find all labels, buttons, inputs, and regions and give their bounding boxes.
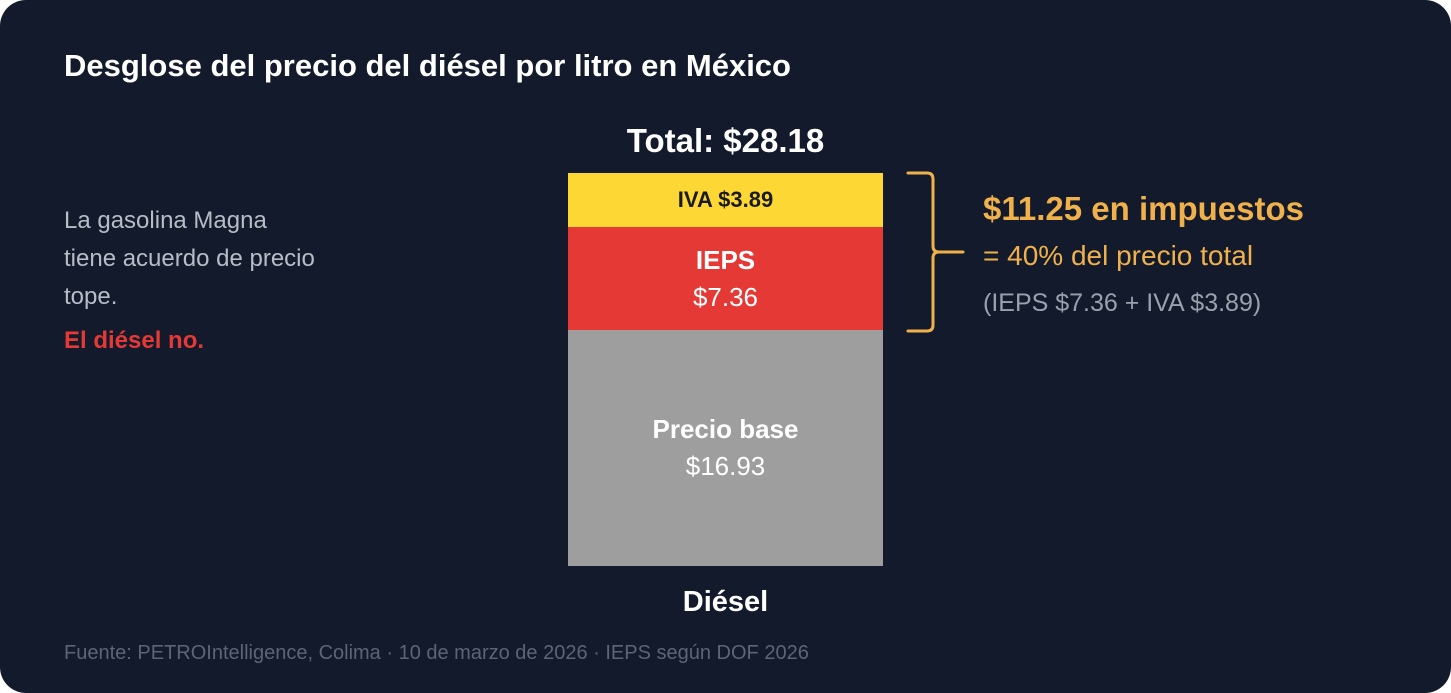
chart-title: Desglose del precio del diésel por litro…	[64, 48, 791, 83]
bar-segment-precio-base: Precio base $16.93	[568, 329, 883, 566]
source-note: Fuente: PETROIntelligence, Colima · 10 d…	[64, 642, 809, 664]
segment-value-ieps: $7.36	[692, 281, 759, 312]
magna-note: La gasolina Magna tiene acuerdo de preci…	[64, 207, 315, 310]
total-label: Total: $28.18	[626, 122, 825, 159]
tax-bracket	[906, 171, 965, 333]
diesel-alert: El diésel no.	[64, 327, 205, 354]
tax-percent: = 40% del precio total	[983, 240, 1254, 271]
segment-label-iva: IVA $3.89	[677, 187, 774, 213]
segment-label-precio-base: Precio base	[652, 413, 799, 444]
tax-detail: (IEPS $7.36 + IVA $3.89)	[983, 289, 1262, 317]
bar-segment-iva: IVA $3.89	[568, 173, 883, 228]
segment-value-precio-base: $16.93	[685, 450, 766, 481]
bar-segment-ieps: IEPS $7.36	[568, 227, 883, 330]
tax-total-headline: $11.25 en impuestos	[983, 190, 1304, 227]
stacked-bar: Precio base $16.93 IEPS $7.36 IVA $3.89	[568, 173, 883, 566]
category-label: Diésel	[682, 586, 769, 618]
segment-label-ieps: IEPS	[695, 244, 756, 275]
